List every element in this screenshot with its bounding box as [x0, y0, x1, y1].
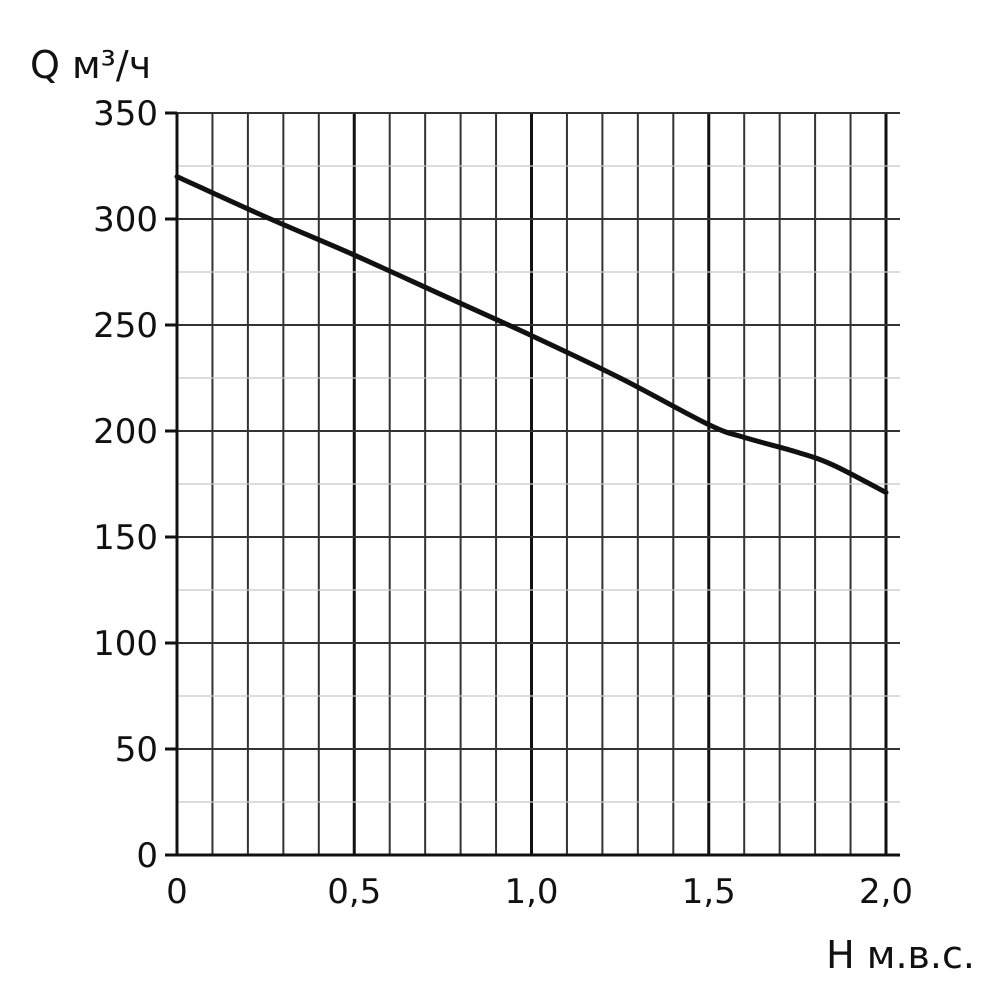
y-tick-label: 350	[93, 94, 158, 134]
axes	[165, 111, 900, 857]
x-tick-label: 2,0	[859, 872, 913, 912]
tick-labels: 0 50 100 150 200 250 300 350 0 0,5 1,0 1,5 2,0	[93, 94, 913, 912]
x-tick-label: 1,0	[504, 872, 558, 912]
series	[174, 174, 889, 495]
y-axis-label: Q м³/ч	[30, 43, 151, 87]
y-tick-label: 0	[136, 836, 158, 876]
x-tick-label: 0	[166, 872, 188, 912]
y-tick-label: 250	[93, 306, 158, 346]
x-axis-label: H м.в.с.	[826, 933, 975, 977]
x-tick-label: 1,5	[682, 872, 736, 912]
y-tick-label: 100	[93, 624, 158, 664]
x-tick-label: 0,5	[327, 872, 381, 912]
grid	[175, 112, 900, 856]
y-tick-label: 50	[115, 730, 158, 770]
y-tick-label: 200	[93, 412, 158, 452]
y-tick-label: 300	[93, 200, 158, 240]
y-tick-label: 150	[93, 518, 158, 558]
series-line	[174, 174, 889, 495]
